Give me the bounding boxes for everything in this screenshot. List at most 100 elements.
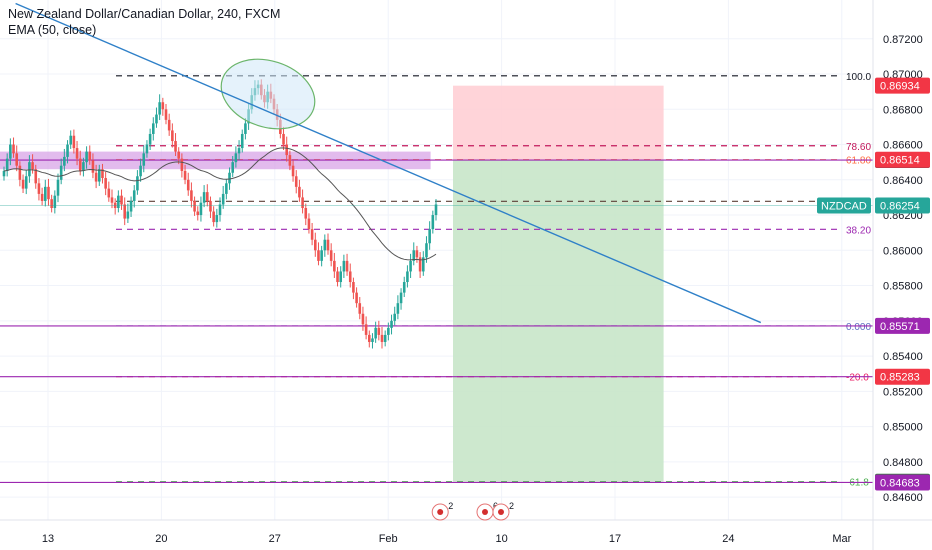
event-count: 2 xyxy=(509,501,514,511)
candle xyxy=(367,330,371,348)
candle-body xyxy=(139,165,142,177)
candle xyxy=(171,123,174,148)
price-tag: 0.86254 NZDCAD xyxy=(817,197,930,214)
candle-body xyxy=(2,170,6,177)
x-tick-label: 17 xyxy=(609,533,621,545)
trend-line[interactable] xyxy=(15,2,762,324)
candle xyxy=(234,146,238,168)
candle-body xyxy=(355,292,358,304)
flag-icon-center xyxy=(437,509,444,515)
candle-body xyxy=(18,165,22,180)
candle-body xyxy=(151,123,155,134)
y-tick-label: 0.85400 xyxy=(883,351,923,363)
candle xyxy=(174,133,177,156)
y-tick-label: 0.85200 xyxy=(883,386,923,398)
candle-body xyxy=(218,204,222,216)
ema-line xyxy=(3,147,437,261)
candle-body xyxy=(12,144,15,154)
candle-body xyxy=(294,176,298,187)
flag-icon-center xyxy=(498,509,504,515)
candle xyxy=(342,254,346,278)
event-marker[interactable]: 2 xyxy=(492,501,514,521)
event-marker[interactable]: 2 xyxy=(431,501,453,521)
y-tick-label: 0.85800 xyxy=(883,281,923,293)
candle-body xyxy=(317,250,320,261)
y-tick-label: 0.84600 xyxy=(883,492,923,504)
candle-body xyxy=(199,202,203,216)
candle-body xyxy=(307,218,311,230)
candle-body xyxy=(418,257,422,272)
candle xyxy=(320,245,323,267)
candle xyxy=(120,189,123,210)
candle-body xyxy=(285,144,289,156)
candles xyxy=(2,79,438,349)
candle xyxy=(221,185,225,209)
candle-body xyxy=(155,114,158,124)
candle-body xyxy=(358,303,362,314)
candle-body xyxy=(431,215,435,230)
candle xyxy=(40,187,44,206)
candle xyxy=(380,326,384,349)
candle xyxy=(132,185,136,208)
candle-body xyxy=(190,190,193,201)
candle-body xyxy=(234,153,238,163)
candle-body xyxy=(117,195,120,208)
candle-body xyxy=(183,170,187,180)
fib-label: 78.60 xyxy=(846,142,871,153)
candle-body xyxy=(132,190,136,201)
candle-body xyxy=(291,165,295,177)
candle xyxy=(348,263,352,288)
candle xyxy=(129,196,133,217)
candle xyxy=(190,182,193,208)
fib-label: 61.80 xyxy=(846,156,871,167)
candle xyxy=(406,265,409,288)
candle-body xyxy=(425,243,428,258)
price-tag: 0.86934 xyxy=(875,77,930,94)
candle xyxy=(301,189,304,214)
candle-body xyxy=(377,327,381,335)
candle-body xyxy=(193,200,196,212)
x-tick-label: Feb xyxy=(379,533,398,545)
price-tag-value: 0.86514 xyxy=(880,155,920,167)
candle xyxy=(202,185,206,208)
candle-body xyxy=(402,282,406,293)
candle-body xyxy=(310,229,314,240)
candle-body xyxy=(205,192,209,201)
candle xyxy=(352,277,355,300)
candle xyxy=(240,129,244,153)
candle xyxy=(336,267,339,287)
candle-body xyxy=(158,102,161,115)
candle-body xyxy=(212,211,215,223)
candle-body xyxy=(104,178,107,189)
candle-body xyxy=(415,250,419,258)
y-tick-label: 0.86000 xyxy=(883,245,923,257)
candle xyxy=(307,213,311,234)
candle xyxy=(387,322,390,341)
price-tag: 0.85571 xyxy=(875,317,930,334)
candle-body xyxy=(336,271,339,283)
candle-body xyxy=(94,172,98,182)
candle xyxy=(339,266,343,288)
candle-body xyxy=(88,151,92,161)
candle xyxy=(59,158,63,185)
candle-body xyxy=(237,148,241,154)
candle xyxy=(371,333,374,349)
candle-body xyxy=(326,239,330,251)
indicator-label: EMA (50, close) xyxy=(8,23,97,37)
candle-body xyxy=(180,158,184,171)
price-tag: 0.85283 xyxy=(875,368,930,385)
candle xyxy=(110,189,114,209)
candle xyxy=(215,208,219,228)
candle xyxy=(28,155,31,183)
candle xyxy=(428,221,431,250)
candle-body xyxy=(333,260,336,272)
candle-body xyxy=(371,338,374,342)
candle-body xyxy=(383,334,387,342)
candle xyxy=(231,156,235,178)
x-tick-label: 20 xyxy=(155,533,167,545)
candle-body xyxy=(142,153,146,166)
candle xyxy=(155,107,158,128)
candle xyxy=(313,232,317,257)
candle-body xyxy=(148,133,152,145)
